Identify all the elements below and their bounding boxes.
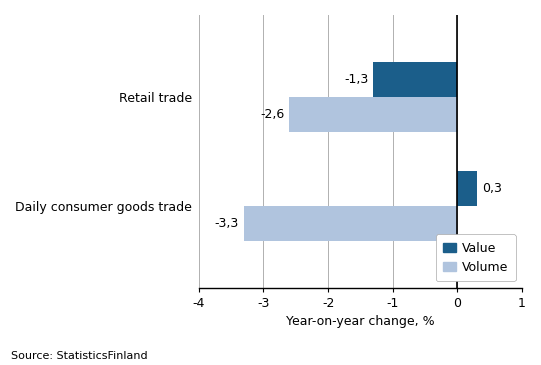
Text: -1,3: -1,3 (344, 73, 368, 86)
Text: 0,3: 0,3 (482, 182, 502, 195)
Legend: Value, Volume: Value, Volume (436, 234, 516, 281)
Bar (244, 206, 457, 241)
X-axis label: Year-on-year change, %: Year-on-year change, % (286, 315, 435, 328)
Text: Source: StatisticsFinland: Source: StatisticsFinland (11, 351, 148, 361)
Text: -2,6: -2,6 (260, 108, 284, 121)
Text: -3,3: -3,3 (215, 217, 239, 230)
Bar (457, 171, 477, 206)
Bar (373, 62, 457, 97)
Bar (289, 97, 457, 132)
